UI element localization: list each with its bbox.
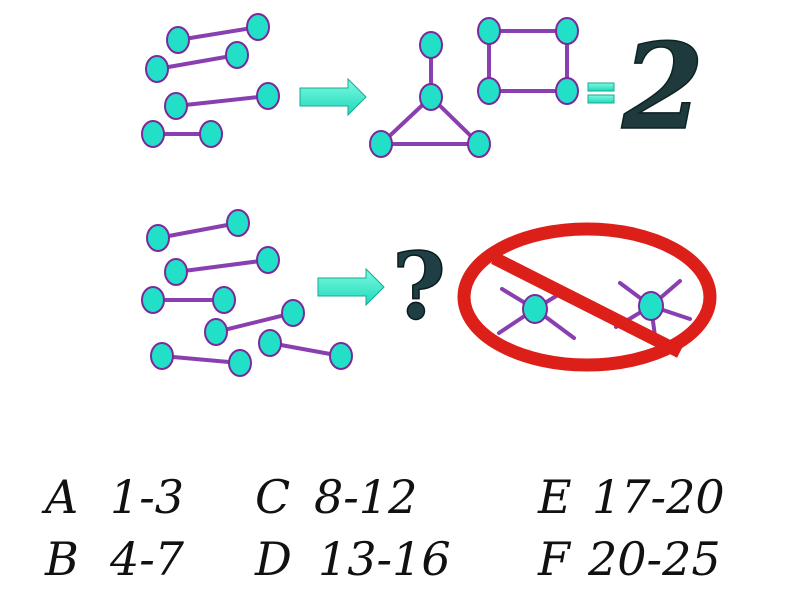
option-c-range: 8-12 <box>314 470 417 524</box>
pair <box>146 209 250 252</box>
option-a-range: 1-3 <box>110 470 184 524</box>
option-b[interactable]: B 4-7 <box>44 532 185 586</box>
pair <box>145 41 249 83</box>
answer-options: A 1-3 B 4-7 C 8-12 D 13-16 E 17-20 F 20-… <box>41 470 725 586</box>
result-number: 2 <box>621 17 704 156</box>
pair <box>141 120 223 148</box>
question-mark: ? <box>392 232 446 340</box>
option-e[interactable]: E 17-20 <box>537 470 725 524</box>
option-b-letter: B <box>44 532 79 586</box>
pair <box>258 329 353 370</box>
option-b-range: 4-7 <box>109 532 185 586</box>
option-f[interactable]: F 20-25 <box>537 532 721 586</box>
equals-icon <box>587 82 615 104</box>
row1-pairs <box>141 13 280 148</box>
row2-pairs <box>141 209 353 377</box>
pair <box>166 13 270 54</box>
triangle-molecule <box>369 31 491 158</box>
arrow-right-icon <box>317 267 385 307</box>
option-f-letter: F <box>537 532 572 586</box>
pair <box>164 82 280 120</box>
prohibition-icon <box>457 222 717 372</box>
option-e-range: 17-20 <box>592 470 725 524</box>
pair <box>164 246 280 286</box>
option-f-range: 20-25 <box>587 532 721 586</box>
option-c[interactable]: C 8-12 <box>255 470 417 524</box>
option-a[interactable]: A 1-3 <box>41 470 184 524</box>
pair <box>141 286 236 314</box>
pair <box>150 342 252 377</box>
branched-node-left <box>497 287 576 340</box>
arrow-right-icon <box>299 77 367 117</box>
branched-node-right <box>614 279 692 346</box>
pair <box>204 299 305 346</box>
option-d-range: 13-16 <box>318 532 451 586</box>
option-a-letter: A <box>41 470 78 524</box>
square-molecule <box>477 17 579 105</box>
option-e-letter: E <box>537 470 572 524</box>
option-c-letter: C <box>255 470 290 524</box>
option-d-letter: D <box>254 532 292 586</box>
option-d[interactable]: D 13-16 <box>254 532 451 586</box>
